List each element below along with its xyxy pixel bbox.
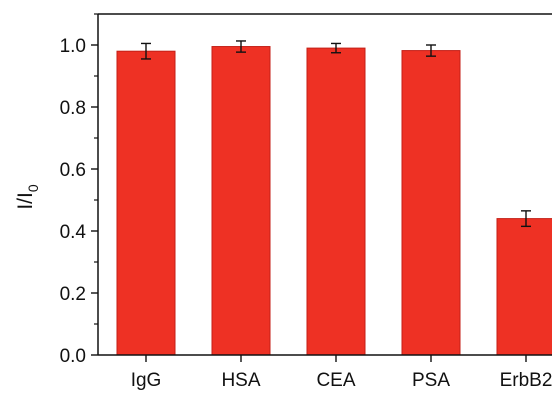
y-axis-label-subscript: 0 bbox=[25, 184, 41, 192]
bar-igg bbox=[116, 50, 176, 356]
y-tick-label-0.0: 0.0 bbox=[60, 346, 86, 367]
y-axis-label: I/I0 bbox=[14, 184, 41, 210]
bar-erbb2 bbox=[496, 218, 552, 356]
axes-layer bbox=[97, 13, 552, 356]
x-tick-label-hsa: HSA bbox=[221, 370, 260, 391]
y-axis-label-main: I/I bbox=[14, 192, 37, 210]
y-tick-label-0.4: 0.4 bbox=[60, 222, 87, 243]
x-tick-label-igg: IgG bbox=[131, 370, 162, 391]
bar-cea bbox=[306, 47, 366, 356]
x-tick-label-psa: PSA bbox=[412, 370, 450, 391]
errorbars-layer bbox=[141, 40, 531, 228]
y-tick-label-0.8: 0.8 bbox=[60, 98, 86, 119]
y-tick-label-0.2: 0.2 bbox=[60, 284, 86, 305]
y-tick-label-0.6: 0.6 bbox=[60, 160, 86, 181]
bar-psa bbox=[401, 50, 461, 356]
bar-hsa bbox=[211, 46, 271, 356]
x-tick-label-erbb2: ErbB2 bbox=[500, 370, 552, 391]
x-tick-label-cea: CEA bbox=[316, 370, 355, 391]
y-tick-label-1.0: 1.0 bbox=[60, 36, 86, 57]
y-ticks-layer: 0.0 0.2 0.4 0.6 0.8 1.0 bbox=[60, 13, 98, 367]
x-ticks-layer: IgG HSA CEA PSA ErbB2 bbox=[131, 355, 552, 391]
bars-layer bbox=[116, 46, 552, 356]
